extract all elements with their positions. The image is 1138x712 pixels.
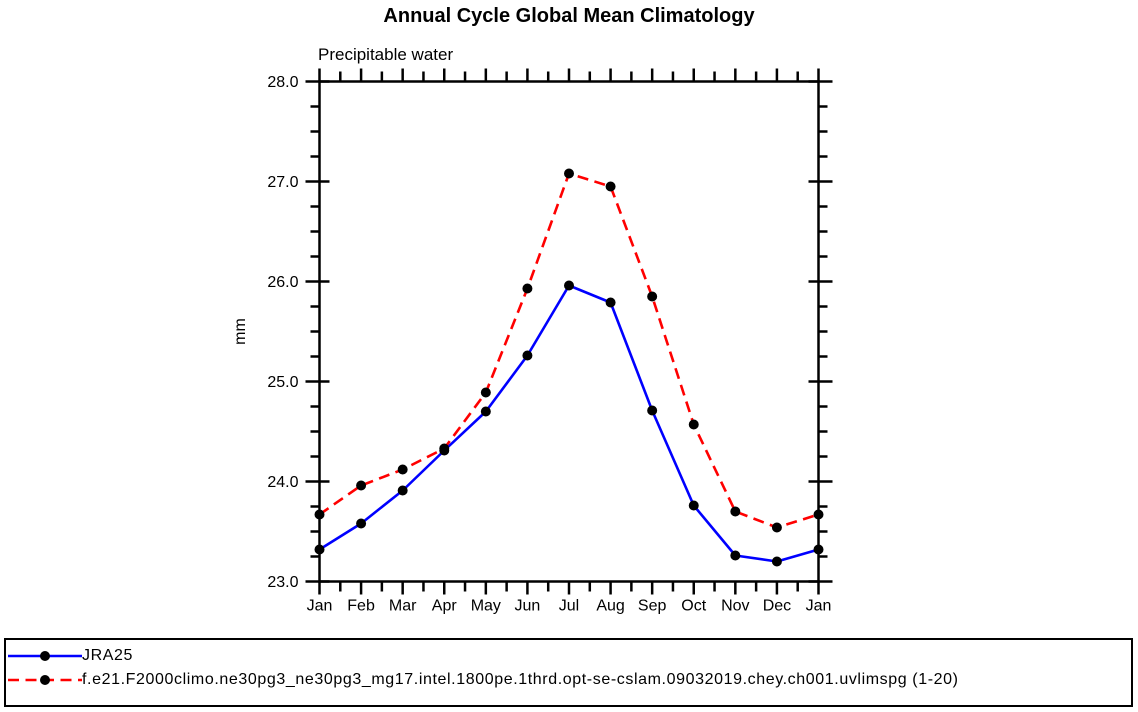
data-point-marker xyxy=(522,283,533,294)
legend-item-model-run: f.e21.F2000climo.ne30pg3_ne30pg3_mg17.in… xyxy=(6,668,1131,692)
y-tick-label: 24.0 xyxy=(267,474,298,491)
plot-frame xyxy=(318,80,820,583)
data-point-marker xyxy=(564,168,574,179)
data-point-marker xyxy=(397,464,408,475)
data-point-marker xyxy=(813,509,824,520)
data-point-marker xyxy=(771,556,782,567)
data-point-marker xyxy=(605,181,616,192)
x-tick-label: Jun xyxy=(515,598,541,615)
data-point-marker xyxy=(688,419,699,430)
data-point-marker xyxy=(480,387,491,398)
data-point-marker xyxy=(564,280,574,291)
data-point-marker xyxy=(647,291,658,302)
legend: JRA25 f.e21.F2000climo.ne30pg3_ne30pg3_m… xyxy=(4,638,1133,707)
data-point-marker xyxy=(688,500,699,511)
x-tick-label: Feb xyxy=(347,598,375,615)
legend-item-jra25: JRA25 xyxy=(6,644,1131,668)
series-line-0 xyxy=(318,284,819,563)
legend-line-swatch-solid xyxy=(8,651,82,661)
data-point-marker xyxy=(480,406,491,417)
y-tick-label: 26.0 xyxy=(267,274,298,291)
x-tick-label: Mar xyxy=(389,598,417,615)
series-group xyxy=(314,168,824,567)
legend-label: f.e21.F2000climo.ne30pg3_ne30pg3_mg17.in… xyxy=(82,671,959,688)
y-tick-label: 25.0 xyxy=(267,374,298,391)
legend-label: JRA25 xyxy=(82,647,134,664)
x-tick-label: Oct xyxy=(681,598,706,615)
data-point-marker xyxy=(605,297,616,308)
y-tick-label: 28.0 xyxy=(267,74,298,91)
x-tick-label: Jul xyxy=(559,598,579,615)
data-point-marker xyxy=(522,350,533,361)
x-tick-label: Jan xyxy=(806,598,832,615)
axes-group: 23.0 24.0 25.0 26.0 27.0 28.0 Jan Feb Mar Apr May J… xyxy=(267,68,833,615)
x-tick-label: May xyxy=(471,598,501,615)
data-point-marker xyxy=(647,405,658,416)
data-point-marker xyxy=(439,443,450,454)
x-tick-label: Nov xyxy=(721,598,749,615)
data-point-marker xyxy=(314,544,325,555)
data-point-marker xyxy=(730,506,741,517)
x-tick-label: Dec xyxy=(763,598,791,615)
legend-line-swatch-dashed xyxy=(8,675,82,685)
data-point-marker xyxy=(314,509,325,520)
data-point-marker xyxy=(356,480,367,491)
data-point-marker xyxy=(730,550,741,561)
x-tick-label: Jan xyxy=(307,598,333,615)
y-tick-label: 23.0 xyxy=(267,574,298,591)
y-axis-label: mm xyxy=(232,318,249,345)
chart-subtitle: Precipitable water xyxy=(318,45,453,64)
data-point-marker xyxy=(771,522,782,533)
x-tick-label: Sep xyxy=(638,598,667,615)
data-point-marker xyxy=(356,518,367,529)
x-tick-label: Apr xyxy=(432,598,458,615)
y-tick-label: 27.0 xyxy=(267,174,298,191)
chart-title: Annual Cycle Global Mean Climatology xyxy=(383,5,755,27)
x-tick-label: Aug xyxy=(596,598,624,615)
data-point-marker xyxy=(813,544,824,555)
data-point-marker xyxy=(397,485,408,496)
plot-svg: Annual Cycle Global Mean Climatology Pre… xyxy=(232,5,833,615)
series-line-1 xyxy=(318,172,819,529)
